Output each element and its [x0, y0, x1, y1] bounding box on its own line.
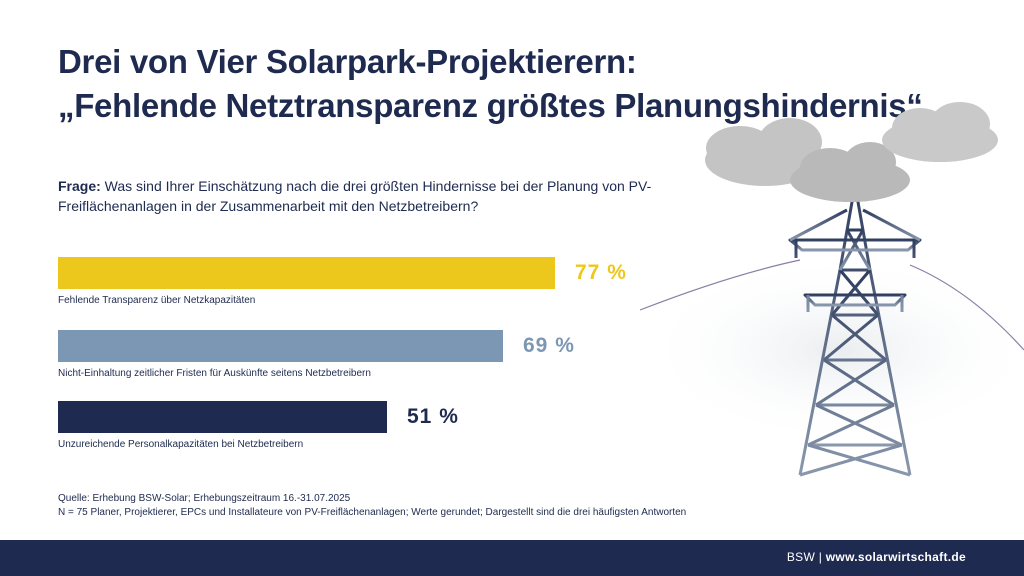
bar-value-label-3: 51 %: [407, 405, 459, 428]
source-note: Quelle: Erhebung BSW-Solar; Erhebungszei…: [58, 492, 686, 520]
cloud-icon: [790, 142, 910, 202]
title-line-2: „Fehlende Netztransparenz größtes Planun…: [58, 87, 923, 124]
survey-question: Frage: Was sind Ihrer Einschätzung nach …: [58, 176, 658, 216]
bar-category-label-3: Unzureichende Personalkapazitäten bei Ne…: [58, 439, 304, 450]
mist-shape: [640, 255, 1024, 445]
pylon-illustration: [640, 102, 1024, 477]
question-label: Frage:: [58, 178, 101, 194]
source-line-2: N = 75 Planer, Projektierer, EPCs und In…: [58, 507, 687, 518]
title-line-1: Drei von Vier Solarpark-Projektierern:: [58, 43, 637, 80]
bar-3: [58, 401, 387, 433]
power-line-left: [640, 259, 801, 311]
power-line-right: [909, 264, 1024, 351]
bar-value-label-1: 77 %: [575, 261, 627, 284]
bar-value-label-2: 69 %: [523, 334, 575, 357]
source-line-1: Quelle: Erhebung BSW-Solar; Erhebungszei…: [58, 493, 351, 504]
bar-category-label-1: Fehlende Transparenz über Netzkapazitäte…: [58, 295, 256, 306]
footer-text: BSW | www.solarwirtschaft.de: [787, 550, 966, 564]
footer-separator: |: [815, 550, 826, 564]
bar-2: [58, 330, 503, 362]
page-title: Drei von Vier Solarpark-Projektierern: „…: [58, 40, 958, 128]
bar-category-label-2: Nicht-Einhaltung zeitlicher Fristen für …: [58, 368, 371, 379]
question-text: Was sind Ihrer Einschätzung nach die dre…: [58, 178, 652, 214]
footer-bar: BSW | www.solarwirtschaft.de: [0, 540, 1024, 576]
footer-url[interactable]: www.solarwirtschaft.de: [825, 550, 966, 564]
bar-1: [58, 257, 555, 289]
power-pylon-icon: [788, 184, 922, 477]
cloud-icon: [882, 102, 998, 162]
footer-brand: BSW: [786, 550, 816, 564]
